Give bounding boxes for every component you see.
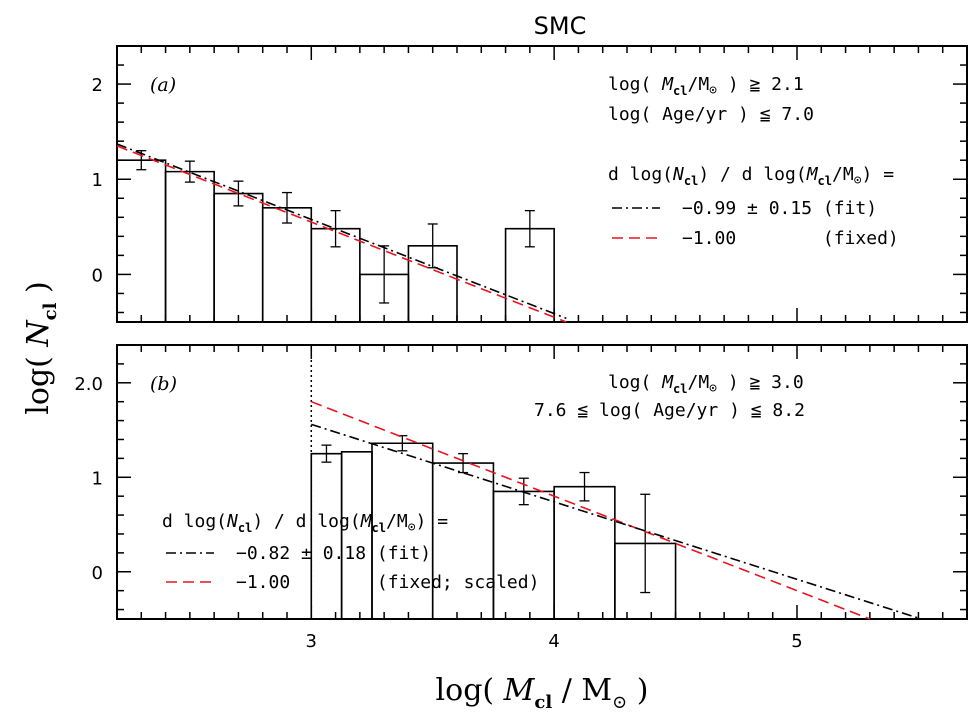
panel-b-ytick-label: 1 xyxy=(92,468,103,489)
panel-a-legend-fit-label: −0.99 ± 0.15 (fit) xyxy=(682,198,877,219)
panel-a-fixed-slope-line xyxy=(116,145,567,323)
panel-a-fit-line xyxy=(116,143,567,320)
panel-b-xtick-labels: 3 4 5 xyxy=(306,631,803,652)
figure-title: SMC xyxy=(534,12,587,40)
x-axis-label: log( Mcl / M⊙ ) xyxy=(436,673,649,713)
y-axis-label: log( Ncl ) xyxy=(21,281,61,414)
panel-a-ytick-label: 2 xyxy=(92,75,103,96)
panel-b-xtick-label: 5 xyxy=(791,631,802,652)
panel-a-error-bars xyxy=(136,150,535,304)
panel-a-label: (a) xyxy=(150,74,176,96)
panel-b-frame xyxy=(116,344,968,620)
panel-b-xtick-label: 4 xyxy=(548,631,559,652)
panel-b-ytick-label: 0 xyxy=(92,563,103,584)
panel-b-label: (b) xyxy=(150,373,177,395)
panel-a-ytick-labels: 0 1 2 xyxy=(92,75,103,286)
panel-b-fixed-slope-line xyxy=(310,400,871,620)
panel-b-slope-header: d log(Ncl) / d log(Mcl/M⊙) = xyxy=(162,511,448,535)
panel-b-age-cut: 7.6 ≦ log( Age/yr ) ≦ 8.2 xyxy=(534,400,805,421)
panel-a-histogram-bar xyxy=(213,192,264,322)
panel-a-legend-fixed-label: −1.00 (fixed) xyxy=(682,228,899,249)
panel-b-histogram-bar xyxy=(431,462,495,619)
panel-b-error-bars xyxy=(321,435,651,594)
panel-b-histogram-bar xyxy=(492,490,555,619)
panel-b-histogram-bar xyxy=(310,452,343,619)
panel-a-ytick-label: 0 xyxy=(92,265,103,286)
panel-a-histogram-bar xyxy=(164,170,215,322)
panel-a-mass-cut: log( Mcl/M⊙ ) ≧ 2.1 xyxy=(608,74,804,98)
panel-a-ytick-label: 1 xyxy=(92,170,103,191)
panel-b-legend-fixed-label: −1.00 (fixed; scaled) xyxy=(236,572,539,593)
panel-a: 0 1 2 (a) log( Mcl/M⊙ ) ≧ 2.1 log( Age/yr … xyxy=(92,45,968,323)
panel-b-histogram-bar xyxy=(340,450,373,619)
panel-b-legend-fit-label: −0.82 ± 0.18 (fit) xyxy=(236,543,431,564)
panel-b-histogram-bar xyxy=(553,485,616,619)
panel-b-ticks xyxy=(116,345,968,619)
panel-b-xtick-label: 3 xyxy=(306,631,317,652)
panel-a-slope-header: d log(Ncl) / d log(Mcl/M⊙) = xyxy=(608,164,894,188)
panel-b-mass-cut: log( Mcl/M⊙ ) ≧ 3.0 xyxy=(608,372,804,396)
panel-a-age-cut: log( Age/yr ) ≦ 7.0 xyxy=(608,104,814,125)
panel-a-histogram-bar xyxy=(261,206,313,322)
panel-a-histogram-bar xyxy=(116,159,167,322)
panel-b-ytick-label: 2.0 xyxy=(74,374,103,395)
panel-b-ytick-labels: 012.0 xyxy=(74,374,103,584)
panel-b-fit-line xyxy=(311,423,922,620)
